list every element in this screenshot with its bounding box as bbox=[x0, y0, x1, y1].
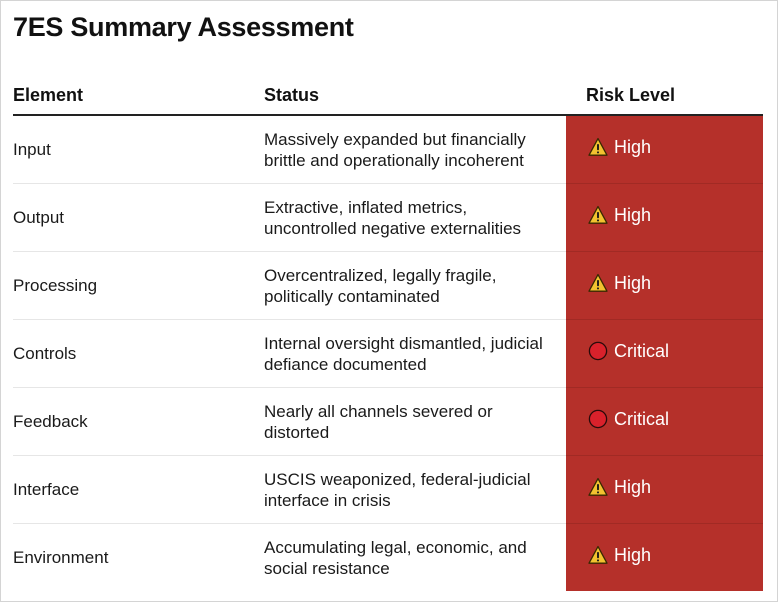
warning-triangle-icon bbox=[588, 273, 608, 293]
status-cell: Nearly all channels severed or distorted bbox=[264, 387, 566, 456]
status-cell: Accumulating legal, economic, and social… bbox=[264, 537, 527, 578]
red-circle-icon bbox=[588, 409, 608, 429]
summary-table: Element Status Risk Level Input Massively… bbox=[13, 76, 763, 591]
status-cell: Overcentralized, legally fragile, politi… bbox=[264, 251, 566, 320]
table-row: Controls Internal oversight dismantled, j… bbox=[13, 319, 763, 388]
element-cell: Input bbox=[13, 115, 264, 184]
risk-level-cell: Critical bbox=[566, 387, 763, 456]
risk-level-label: High bbox=[614, 272, 652, 293]
risk-badge: High bbox=[588, 477, 651, 498]
element-cell: Interface bbox=[13, 455, 264, 524]
table-row: Environment Accumulating legal, economic,… bbox=[13, 523, 763, 591]
risk-level-cell: High bbox=[566, 115, 763, 184]
risk-level-label: Critical bbox=[614, 340, 670, 361]
table-header-row: Element Status Risk Level bbox=[13, 76, 763, 116]
warning-triangle-icon bbox=[588, 137, 608, 157]
table-row: Feedback Nearly all channels severed or d… bbox=[13, 387, 763, 456]
risk-level-label: High bbox=[614, 136, 652, 157]
risk-badge: High bbox=[588, 545, 651, 566]
risk-level-label: Critical bbox=[614, 408, 670, 429]
risk-level-label: High bbox=[614, 544, 652, 565]
column-header-status: Status bbox=[264, 76, 566, 116]
element-cell: Output bbox=[13, 183, 264, 252]
column-header-risk-level: Risk Level bbox=[566, 76, 763, 116]
status-cell: Extractive, inflated metrics, uncontroll… bbox=[264, 183, 566, 252]
risk-level-label: High bbox=[614, 204, 652, 225]
risk-badge: High bbox=[588, 205, 651, 226]
risk-badge: Critical bbox=[588, 341, 669, 362]
warning-triangle-icon bbox=[588, 477, 608, 497]
element-cell: Environment bbox=[13, 548, 109, 567]
status-cell: Internal oversight dismantled, judicial … bbox=[264, 319, 566, 388]
element-cell: Controls bbox=[13, 319, 264, 388]
element-cell: Processing bbox=[13, 251, 264, 320]
element-cell: Feedback bbox=[13, 387, 264, 456]
risk-level-cell: High bbox=[566, 523, 763, 591]
table-row: Input Massively expanded but financially … bbox=[13, 115, 763, 184]
table-row: Interface USCIS weaponized, federal-judic… bbox=[13, 455, 763, 524]
risk-level-cell: Critical bbox=[566, 319, 763, 388]
status-cell: Massively expanded but financially britt… bbox=[264, 115, 566, 184]
risk-badge: High bbox=[588, 137, 651, 158]
red-circle-icon bbox=[588, 341, 608, 361]
column-header-element: Element bbox=[13, 76, 264, 116]
warning-triangle-icon bbox=[588, 545, 608, 565]
page-title: 7ES Summary Assessment bbox=[13, 12, 354, 42]
warning-triangle-icon bbox=[588, 205, 608, 225]
status-cell: USCIS weaponized, federal-judicial inter… bbox=[264, 455, 566, 524]
risk-level-cell: High bbox=[566, 251, 763, 320]
table-row: Processing Overcentralized, legally fragi… bbox=[13, 251, 763, 320]
risk-level-label: High bbox=[614, 476, 652, 497]
risk-level-cell: High bbox=[566, 455, 763, 524]
risk-level-cell: High bbox=[566, 183, 763, 252]
risk-badge: High bbox=[588, 273, 651, 294]
risk-badge: Critical bbox=[588, 409, 669, 430]
table-row: Output Extractive, inflated metrics, unco… bbox=[13, 183, 763, 252]
